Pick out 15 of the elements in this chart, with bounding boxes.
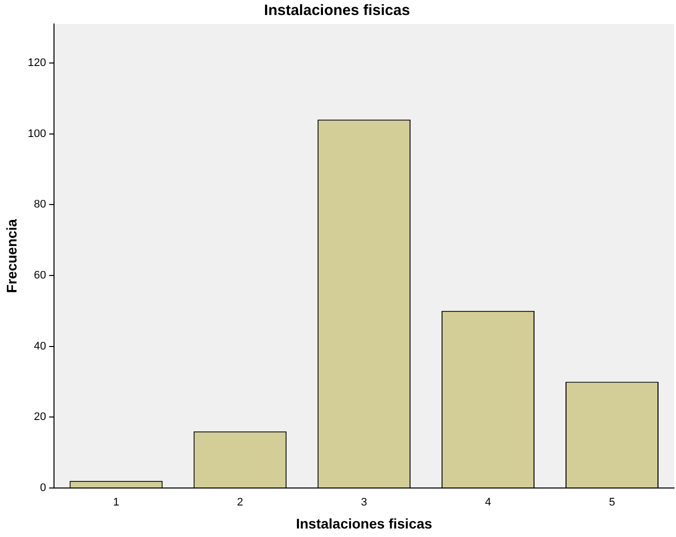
x-tick-label: 3 <box>361 496 368 509</box>
x-tick-label: 5 <box>608 496 616 509</box>
y-tick-label: 0 <box>40 482 46 494</box>
x-tick-label: 4 <box>484 496 492 509</box>
x-tick-label: 1 <box>113 496 120 509</box>
y-tick-label: 40 <box>34 340 46 352</box>
y-tick-label: 100 <box>28 128 46 140</box>
x-tick-label: 2 <box>237 496 244 509</box>
y-tick-label: 120 <box>28 56 46 69</box>
x-axis-title: Instalaciones fisicas <box>296 515 432 532</box>
y-tick-label: 80 <box>34 198 46 211</box>
y-tick-label: 20 <box>34 411 46 424</box>
y-tick-label: 60 <box>34 270 46 282</box>
y-axis-title: Frecuencia <box>3 218 20 293</box>
chart-title: Instalaciones fisicas <box>264 2 410 20</box>
